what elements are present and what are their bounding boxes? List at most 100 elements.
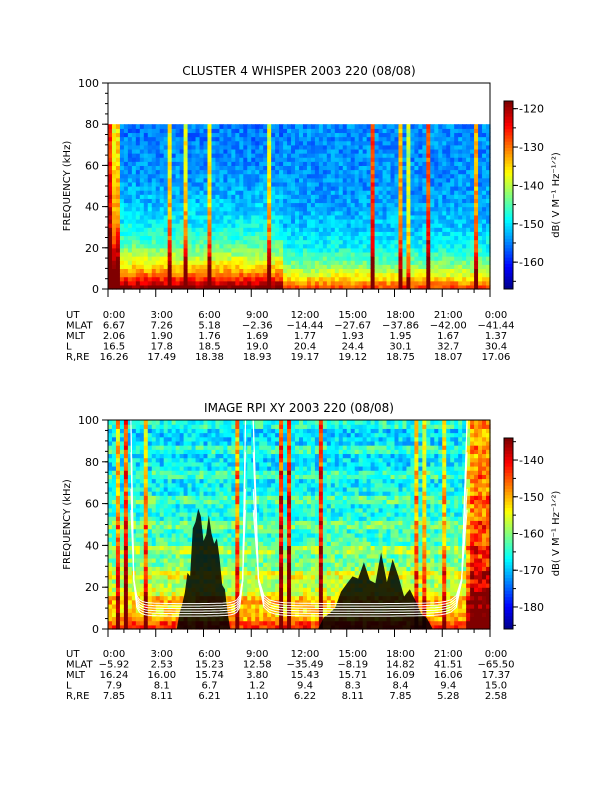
ephemeris-value: 15.71 — [338, 670, 367, 681]
ephemeris-value: −27.67 — [334, 321, 371, 332]
ephemeris-value: 18.38 — [195, 352, 224, 363]
ephemeris-value: 15.74 — [195, 670, 224, 681]
ephemeris-value: 5.18 — [198, 321, 220, 332]
ephemeris-value: 21:00 — [434, 310, 463, 321]
y-tick-label: 0 — [92, 283, 99, 296]
ephemeris-value: 6:00 — [198, 649, 220, 660]
ephemeris-value: 15.23 — [195, 660, 224, 671]
ephemeris-value: 7.85 — [389, 691, 411, 702]
ephemeris-value: 3.80 — [246, 670, 268, 681]
ephemeris-value: −65.50 — [477, 660, 514, 671]
colorbar-tick-label: -140 — [519, 179, 544, 192]
y-tick-label: 20 — [85, 242, 99, 255]
ephemeris-value: 21:00 — [434, 649, 463, 660]
ephemeris-value: 19.0 — [246, 342, 268, 353]
y-tick-label: 40 — [85, 201, 99, 214]
ephemeris-value: 1.2 — [249, 681, 265, 692]
ephemeris-value: 6.67 — [103, 321, 125, 332]
colorbar-label: dB( V M⁻¹ Hz⁻¹ᐟ²) — [551, 491, 562, 577]
colorbar-tick-label: -150 — [519, 491, 544, 504]
ephemeris-value: 0:00 — [485, 649, 507, 660]
ephemeris-value: 0:00 — [103, 649, 125, 660]
ephemeris-row-label: L — [66, 342, 72, 353]
y-tick-label: 80 — [85, 118, 99, 131]
colorbar-tick-label: -170 — [519, 564, 544, 577]
ephemeris-value: 5.28 — [437, 691, 459, 702]
ephemeris-value: 30.1 — [389, 342, 411, 353]
spectrogram-image — [108, 124, 491, 289]
ephemeris-value: 2.06 — [103, 331, 125, 342]
ephemeris-value: 6:00 — [198, 310, 220, 321]
ephemeris-row-label: MLAT — [66, 660, 93, 671]
y-tick-label: 60 — [85, 159, 99, 172]
ephemeris-value: 1.93 — [342, 331, 364, 342]
ephemeris-value: 1.77 — [294, 331, 316, 342]
ephemeris-value: 0:00 — [103, 310, 125, 321]
ephemeris-value: 3:00 — [151, 649, 173, 660]
spectrogram-image — [108, 420, 491, 630]
ephemeris-value: 17.06 — [482, 352, 511, 363]
ephemeris-row-label: MLT — [66, 331, 86, 342]
chart-title: CLUSTER 4 WHISPER 2003 220 (08/08) — [182, 64, 415, 78]
ephemeris-value: 15:00 — [338, 649, 367, 660]
ephemeris-value: 19.17 — [291, 352, 320, 363]
ephemeris-value: −41.44 — [477, 321, 514, 332]
ephemeris-value: 19.12 — [338, 352, 367, 363]
ephemeris-value: 6.22 — [294, 691, 316, 702]
ephemeris-value: 8.11 — [342, 691, 364, 702]
ephemeris-value: 6.7 — [202, 681, 218, 692]
ephemeris-value: 1.90 — [151, 331, 173, 342]
panel-1: CLUSTER 4 WHISPER 2003 220 (08/08) 0 20 40 6… — [62, 64, 562, 363]
ephemeris-value: 12:00 — [291, 310, 320, 321]
ephemeris-value: 18:00 — [386, 649, 415, 660]
ephemeris-value: 0:00 — [485, 310, 507, 321]
y-tick-label: 100 — [78, 77, 99, 90]
chart-title: IMAGE RPI XY 2003 220 (08/08) — [204, 401, 394, 415]
colorbar-label: dB( V M⁻¹ Hz⁻¹ᐟ²) — [551, 152, 562, 238]
ephemeris-value: −2.36 — [242, 321, 273, 332]
ephemeris-value: 20.4 — [294, 342, 316, 353]
ephemeris-value: 12.58 — [243, 660, 272, 671]
colorbar-tick-label: -120 — [519, 103, 544, 116]
ephemeris-value: 18.07 — [434, 352, 463, 363]
ephemeris-value: 17.8 — [151, 342, 173, 353]
y-tick-label: 0 — [92, 623, 99, 636]
ephemeris-value: 16.06 — [434, 670, 463, 681]
ephemeris-value: 32.7 — [437, 342, 459, 353]
y-tick-label: 40 — [85, 539, 99, 552]
y-tick-label: 80 — [85, 456, 99, 469]
ephemeris-value: 12:00 — [291, 649, 320, 660]
ephemeris-value: 16.09 — [386, 670, 415, 681]
ephemeris-row-label: UT — [66, 310, 80, 321]
ephemeris-value: 41.51 — [434, 660, 463, 671]
ephemeris-value: 2.53 — [151, 660, 173, 671]
ephemeris-value: 8.3 — [345, 681, 361, 692]
ephemeris-value: −42.00 — [430, 321, 467, 332]
ephemeris-value: 14.82 — [386, 660, 415, 671]
ephemeris-value: 6.21 — [198, 691, 220, 702]
ephemeris-value: 17.37 — [482, 670, 511, 681]
y-tick-label: 20 — [85, 581, 99, 594]
ephemeris-value: 15:00 — [338, 310, 367, 321]
ephemeris-value: 2.58 — [485, 691, 507, 702]
ephemeris-row-label: L — [66, 681, 72, 692]
ephemeris-value: 16.26 — [100, 352, 129, 363]
y-axis-label: FREQUENCY (kHz) — [62, 479, 73, 570]
ephemeris-value: 9.4 — [297, 681, 313, 692]
panel-2: IMAGE RPI XY 2003 220 (08/08)02040608010… — [62, 401, 562, 702]
ephemeris-row-label: MLT — [66, 670, 86, 681]
ephemeris-value: 9:00 — [246, 649, 268, 660]
ephemeris-value: 17.49 — [147, 352, 176, 363]
ephemeris-value: 8.1 — [154, 681, 170, 692]
ephemeris-row-label: MLAT — [66, 321, 93, 332]
colorbar-tick-label: -160 — [519, 256, 544, 269]
y-axis-label: FREQUENCY (kHz) — [62, 141, 73, 232]
ephemeris-value: 24.4 — [342, 342, 364, 353]
ephemeris-row-label: R,RE — [66, 691, 89, 702]
y-tick-label: 60 — [85, 498, 99, 511]
ephemeris-value: 8.11 — [151, 691, 173, 702]
ephemeris-value: 9:00 — [246, 310, 268, 321]
ephemeris-row-label: UT — [66, 649, 80, 660]
